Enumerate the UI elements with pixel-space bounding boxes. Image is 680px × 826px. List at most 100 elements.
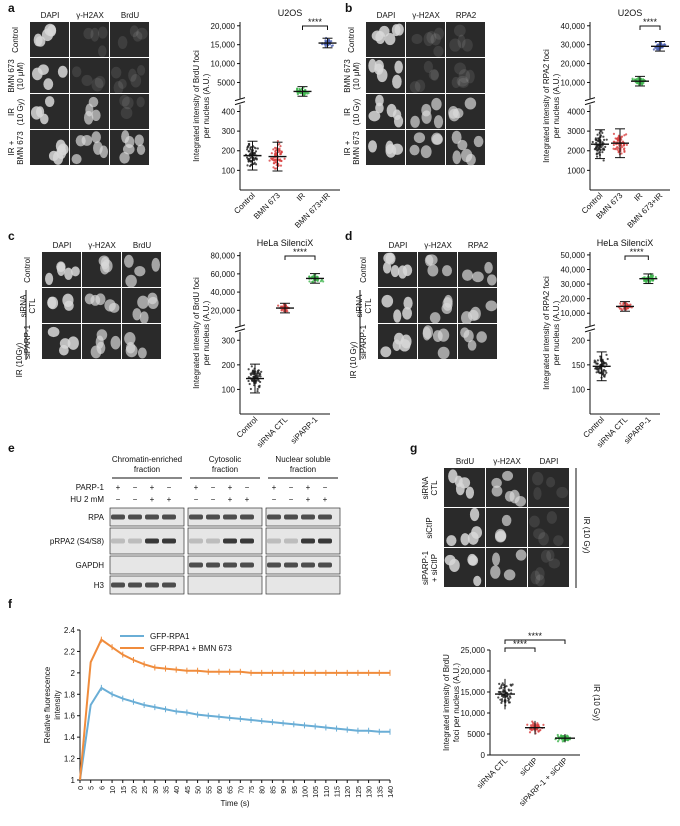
nucleus <box>386 103 397 118</box>
nucleus <box>56 262 66 276</box>
data-point <box>322 280 325 283</box>
data-point <box>253 161 256 164</box>
data-point <box>246 164 249 167</box>
nucleus <box>424 254 434 267</box>
row-label: siPARP-1 <box>359 324 368 359</box>
row-label: IR <box>7 108 16 116</box>
data-point <box>279 153 282 156</box>
data-point <box>257 375 260 378</box>
column-header: γ-H2AX <box>424 241 452 250</box>
nucleus <box>469 507 480 522</box>
data-point <box>651 279 654 282</box>
nucleus <box>503 569 516 581</box>
data-point <box>253 158 256 162</box>
data-point <box>602 371 605 374</box>
data-point <box>600 130 603 133</box>
nucleus <box>473 575 482 587</box>
tick-label: 20,000 <box>211 22 236 31</box>
data-point <box>258 386 261 389</box>
row-label: PARP-1 <box>76 483 105 492</box>
band <box>206 562 220 568</box>
tick-label: 3000 <box>567 127 585 136</box>
data-point <box>664 43 667 46</box>
data-point <box>502 690 505 693</box>
nucleus <box>532 471 544 486</box>
data-point <box>250 365 253 368</box>
data-point <box>268 159 271 162</box>
micrograph-tile <box>528 508 569 547</box>
data-point <box>247 150 251 153</box>
band <box>189 538 203 544</box>
tick-label: 10,000 <box>561 78 586 87</box>
data-point <box>245 148 249 151</box>
row-label: Control <box>23 257 32 283</box>
nucleus <box>484 261 493 274</box>
nucleus <box>432 330 443 342</box>
tick-label: 110 <box>324 786 331 797</box>
tick-label: 120 <box>345 786 352 798</box>
data-point <box>500 686 503 689</box>
chart-title: HeLa SilenciX <box>597 238 654 248</box>
tick-label: 15 <box>121 786 128 794</box>
treatment-sign: − <box>211 483 216 492</box>
column-header: γ-H2AX <box>412 11 440 20</box>
nucleus <box>71 153 82 165</box>
blot-strip <box>187 575 263 595</box>
tick-label: 100 <box>302 786 309 798</box>
nucleus <box>117 35 128 49</box>
nucleus <box>420 145 432 159</box>
band <box>301 538 315 544</box>
data-point <box>604 145 607 149</box>
significance-label: **** <box>293 247 308 257</box>
nucleus <box>540 549 552 563</box>
axis-label: Time (s) <box>220 799 249 808</box>
nucleus <box>449 38 462 52</box>
nucleus <box>123 254 134 268</box>
row-label: HU 2 mM <box>70 495 104 504</box>
data-point <box>500 699 504 703</box>
micrograph-tile <box>528 468 569 507</box>
data-point <box>637 77 640 81</box>
data-point <box>597 140 600 143</box>
band-label: H3 <box>94 581 105 590</box>
data-point <box>604 369 607 373</box>
nucleus <box>556 486 569 499</box>
tick-label: 80 <box>260 786 267 794</box>
data-point <box>539 728 542 732</box>
nucleus <box>457 77 469 89</box>
tick-label: 40,000 <box>211 288 236 297</box>
axis-label: Integrated intensity of RPA2 foci <box>542 49 551 163</box>
data-point <box>246 146 249 149</box>
band-label: RPA <box>88 513 105 522</box>
category-label: Control <box>235 415 260 440</box>
data-point <box>507 699 510 702</box>
nucleus <box>458 69 471 84</box>
data-point <box>253 153 256 156</box>
band <box>301 562 315 568</box>
category-label: siPARP-1 <box>289 415 320 446</box>
tick-label: 15,000 <box>211 41 236 50</box>
data-point <box>331 44 334 47</box>
nucleus <box>382 261 392 274</box>
data-point <box>247 368 250 371</box>
data-point <box>614 147 617 151</box>
nucleus <box>529 515 540 528</box>
row-label: siPARP-1 <box>421 550 430 585</box>
chart-title: U2OS <box>278 8 303 18</box>
data-point <box>606 357 609 361</box>
treatment-sign: + <box>306 483 311 492</box>
data-point <box>272 161 275 165</box>
row-label: CTL <box>364 298 373 314</box>
tick-label: 1.6 <box>64 712 76 721</box>
panel-letter-a: a <box>8 1 15 15</box>
nucleus <box>491 485 503 497</box>
nucleus <box>464 97 477 110</box>
tick-label: 4000 <box>567 107 585 116</box>
data-point <box>280 159 283 163</box>
nucleus <box>98 45 107 58</box>
nucleus <box>553 535 564 546</box>
nucleus <box>83 110 94 125</box>
nucleus <box>43 78 54 91</box>
band <box>240 538 254 544</box>
tick-label: 140 <box>388 786 395 798</box>
